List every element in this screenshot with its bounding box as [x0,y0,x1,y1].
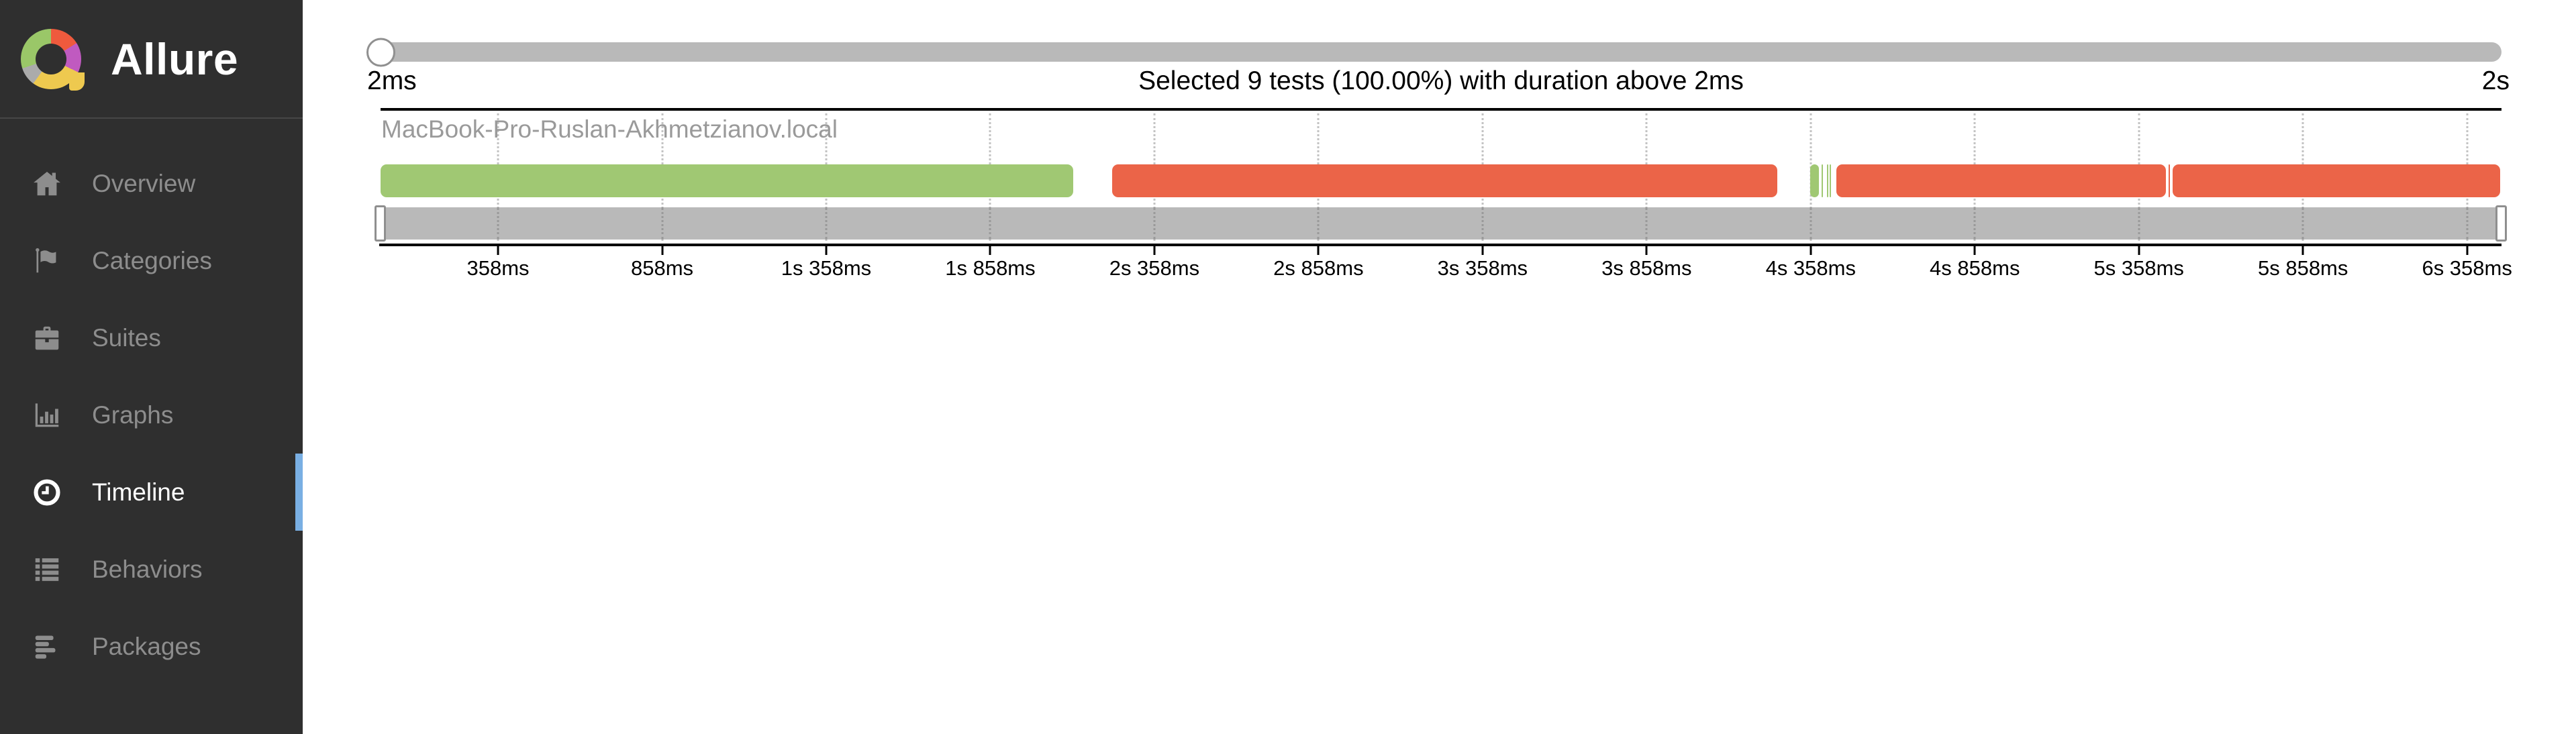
time-axis [379,244,2501,246]
active-indicator [295,454,303,531]
slider-min-label: 2ms [367,66,417,95]
axis-tick-mark [661,246,663,255]
test-bar-passed[interactable] [1826,164,1828,197]
clock-icon [32,477,62,508]
axis-tick-mark [825,246,828,255]
axis-tick-mark [1645,246,1648,255]
host-label: MacBook-Pro-Ruslan-Akhmetzianov.local [381,115,838,143]
axis-tick-mark [989,246,991,255]
flag-icon [32,246,62,276]
list-icon [32,554,62,585]
sidebar-item-label: Packages [92,632,201,660]
brush-gridline [1973,207,1976,240]
sidebar-item-label: Overview [92,169,196,197]
brush[interactable] [375,205,2507,242]
brush-handle-left[interactable] [375,205,386,242]
axis-tick-mark [497,246,499,255]
test-bar-failed[interactable] [1836,164,2166,197]
brush-gridline [2466,207,2469,240]
sidebar-item-label: Timeline [92,478,185,506]
axis-tick-mark [2301,246,2304,255]
sidebar-nav: Overview Categories Suites Graphs Timeline Be… [0,119,303,685]
axis-tick-label: 6s 358ms [2422,256,2512,280]
logo-hole [36,43,66,74]
test-bar-passed[interactable] [1830,164,1832,197]
sidebar: Allure Overview Categories Suites Graphs Tim… [0,0,303,734]
axis-tick-label: 358ms [466,256,530,280]
slider-track[interactable] [381,42,2501,62]
axis-tick-mark [2466,246,2469,255]
test-bar-failed[interactable] [2172,164,2500,197]
timeline-page: 2ms Selected 9 tests (100.00%) with dura… [303,0,2576,734]
axis-tick-label: 5s 858ms [2257,256,2348,280]
brush-gridline [497,207,499,240]
axis-tick-label: 1s 858ms [945,256,1036,280]
sidebar-item-categories[interactable]: Categories [0,222,303,299]
brush-gridline [2138,207,2140,240]
axis-tick-mark [2138,246,2140,255]
test-bars-row [381,164,2501,197]
sidebar-item-label: Suites [92,323,161,352]
test-bar-passed[interactable] [1810,164,1819,197]
sidebar-item-behaviors[interactable]: Behaviors [0,531,303,608]
plot-area: MacBook-Pro-Ruslan-Akhmetzianov.local 35… [375,111,2512,285]
axis-tick-label: 5s 358ms [2093,256,2184,280]
axis-tick-label: 1s 358ms [781,256,872,280]
brush-gridline [989,207,991,240]
timeline-chart: MacBook-Pro-Ruslan-Akhmetzianov.local 35… [375,108,2512,285]
sidebar-item-label: Graphs [92,401,174,429]
duration-filter: 2ms Selected 9 tests (100.00%) with dura… [366,38,2510,99]
brush-gridline [1810,207,1812,240]
logo-tail [69,72,85,91]
axis-tick-mark [1481,246,1484,255]
axis-tick-label: 4s 358ms [1765,256,1856,280]
axis-tick-label: 3s 858ms [1601,256,1692,280]
slider-labels: 2ms Selected 9 tests (100.00%) with dura… [367,66,2510,99]
brand[interactable]: Allure [0,0,303,119]
home-icon [32,168,62,199]
axis-tick-mark [1153,246,1156,255]
selection-caption: Selected 9 tests (100.00%) with duration… [1138,66,1744,95]
allure-logo-icon [21,28,85,91]
axis-tick-mark [1973,246,1976,255]
axis-tick-label: 858ms [630,256,694,280]
test-bar-failed[interactable] [1111,164,1777,197]
sidebar-item-overview[interactable]: Overview [0,145,303,222]
axis-tick-label: 2s 358ms [1109,256,1200,280]
sidebar-item-timeline[interactable]: Timeline [0,454,303,531]
axis-tick-label: 4s 858ms [1930,256,2020,280]
brand-title: Allure [111,34,239,84]
slider-handle[interactable] [366,38,395,66]
sidebar-item-suites[interactable]: Suites [0,299,303,376]
axis-tick-mark [1317,246,1320,255]
test-bar-failed[interactable] [2168,164,2171,197]
test-bar-passed[interactable] [1821,164,1824,197]
test-bar-passed[interactable] [381,164,1073,197]
sidebar-item-packages[interactable]: Packages [0,608,303,685]
axis-tick-mark [1810,246,1812,255]
sidebar-item-graphs[interactable]: Graphs [0,376,303,454]
brush-handle-right[interactable] [2495,205,2507,242]
brush-gridline [1645,207,1648,240]
brush-gridline [661,207,663,240]
sidebar-item-label: Behaviors [92,555,203,583]
axis-tick-label: 2s 858ms [1273,256,1364,280]
brush-gridline [1317,207,1320,240]
align-left-icon [32,631,62,662]
brush-gridline [2301,207,2304,240]
brush-gridline [1481,207,1484,240]
slider-max-label: 2s [2481,66,2510,95]
brush-gridline [1153,207,1156,240]
duration-slider[interactable] [366,38,2501,66]
sidebar-item-label: Categories [92,246,212,274]
axis-tick-label: 3s 358ms [1437,256,1528,280]
brush-gridline [825,207,828,240]
bar-chart-icon [32,400,62,431]
briefcase-icon [32,323,62,354]
